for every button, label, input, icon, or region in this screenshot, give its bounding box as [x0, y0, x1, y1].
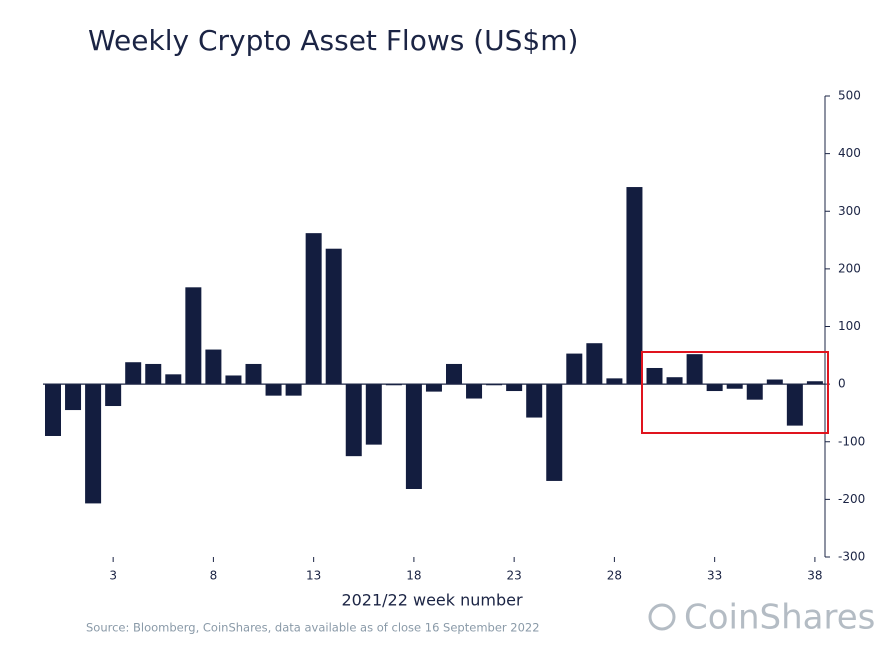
bar: [746, 384, 763, 400]
bar: [245, 363, 262, 385]
brand-name: CoinShares: [684, 598, 875, 638]
bar: [425, 384, 442, 392]
bar: [806, 381, 823, 385]
x-tick-label: 18: [406, 569, 421, 583]
bar: [305, 233, 322, 385]
x-tick-label: 33: [707, 569, 722, 583]
y-tick-label: 300: [838, 204, 861, 218]
bar: [325, 248, 342, 385]
bar: [105, 384, 122, 407]
bar: [85, 384, 102, 504]
bar: [686, 354, 703, 385]
bar: [125, 362, 142, 385]
y-tick-label: 100: [838, 319, 861, 333]
y-tick-label: -200: [838, 492, 865, 506]
bar: [225, 375, 242, 385]
logo-icon: [648, 603, 676, 631]
bar: [526, 384, 543, 418]
x-tick-label: 8: [210, 569, 218, 583]
chart-title: Weekly Crypto Asset Flows (US$m): [88, 24, 578, 57]
bar: [786, 384, 803, 426]
bar: [345, 384, 362, 457]
x-tick-label: 3: [109, 569, 117, 583]
bar: [165, 374, 182, 385]
bar: [646, 367, 663, 385]
bar: [185, 287, 202, 385]
bar: [45, 384, 61, 436]
highlight-box: [641, 351, 829, 434]
bar: [726, 384, 743, 389]
bar: [586, 343, 603, 385]
bar: [566, 353, 583, 385]
bar: [506, 384, 523, 392]
bar: [265, 384, 282, 396]
bar: [626, 187, 643, 385]
bar: [365, 384, 382, 445]
bar: [606, 378, 623, 385]
x-axis-label: 2021/22 week number: [341, 591, 523, 610]
y-tick-label: 0: [838, 377, 846, 391]
bar: [546, 384, 563, 481]
bar: [205, 349, 222, 385]
bar: [285, 384, 302, 396]
bar: [466, 384, 483, 399]
y-tick-label: 200: [838, 261, 861, 275]
bar: [145, 363, 162, 385]
x-tick-label: 28: [607, 569, 622, 583]
bar: [405, 384, 422, 490]
bar: [65, 384, 82, 411]
bar: [666, 377, 683, 385]
y-tick-label: 400: [838, 146, 861, 160]
x-tick-label: 13: [306, 569, 321, 583]
y-tick-label: -100: [838, 434, 865, 448]
x-tick-label: 38: [807, 569, 822, 583]
y-tick-label: 500: [838, 89, 861, 103]
bar: [706, 384, 723, 392]
y-tick-label: -300: [838, 550, 865, 564]
bar: [766, 379, 783, 385]
bar: [446, 363, 462, 385]
source-note: Source: Bloomberg, CoinShares, data avai…: [86, 621, 540, 635]
x-tick-label: 23: [507, 569, 522, 583]
brand-logo: CoinShares: [648, 598, 875, 638]
